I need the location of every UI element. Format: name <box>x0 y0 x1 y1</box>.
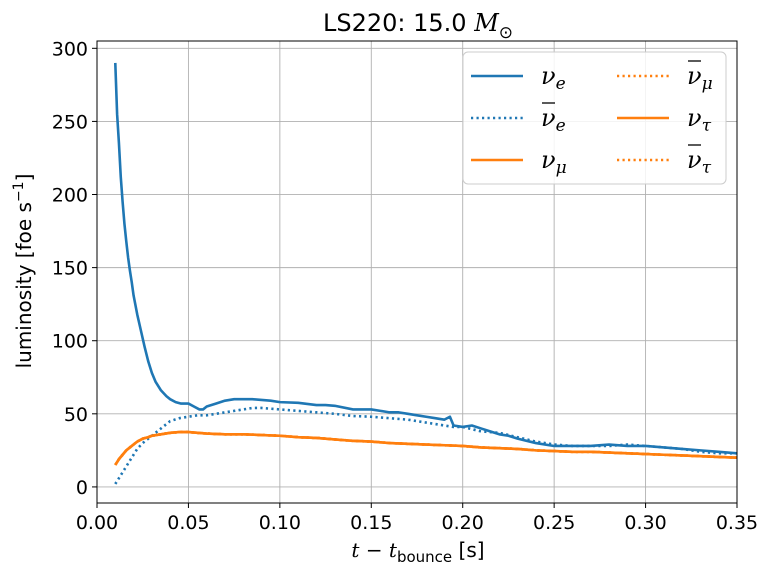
series-line-4 <box>114 430 737 466</box>
y-tick-label: 0 <box>76 477 88 499</box>
y-tick-label: 50 <box>64 404 88 426</box>
x-tick-label: 0.20 <box>442 512 484 534</box>
x-tick-label: 0.15 <box>350 512 392 534</box>
series-line-3 <box>114 430 737 466</box>
x-tick-label: 0.30 <box>624 512 666 534</box>
title-subscript: ⊙ <box>499 23 513 43</box>
x-tick-label: 0.35 <box>716 512 758 534</box>
legend-label: νe <box>541 62 566 94</box>
legend-label: ντ <box>687 104 712 136</box>
ticks: 0.00 0.05 0.10 0.15 0.20 0.25 0.30 0.35 0 50 100 15… <box>52 38 758 534</box>
x-tick-label: 0.10 <box>259 512 301 534</box>
series-lines <box>113 62 737 485</box>
title-symbol: M <box>473 9 500 37</box>
x-axis-label: t − tbounce [s] <box>351 538 484 566</box>
legend-label: νμ <box>687 62 713 94</box>
plot-frame <box>96 40 738 504</box>
chart-title: LS220: 15.0 M⊙ <box>323 9 513 43</box>
title-prefix: LS220: 15.0 <box>323 9 474 37</box>
y-axis-label-main: luminosity [foe s <box>12 202 36 368</box>
y-tick-label: 250 <box>52 111 88 133</box>
legend: νe νe νμ νμ ντ ντ <box>462 51 727 185</box>
y-axis-label: luminosity [foe s−1] <box>11 174 36 369</box>
x-tick-label: 0.25 <box>533 512 575 534</box>
series-line-1 <box>114 406 737 485</box>
y-tick-label: 100 <box>52 331 88 353</box>
legend-label: νμ <box>541 146 567 178</box>
legend-box <box>462 51 727 185</box>
y-tick-label: 300 <box>52 38 88 60</box>
y-tick-label: 200 <box>52 185 88 207</box>
y-tick-label: 150 <box>52 258 88 280</box>
x-tick-label: 0.05 <box>167 512 209 534</box>
series-line-5 <box>114 430 737 466</box>
x-tick-label: 0.00 <box>76 512 118 534</box>
series-line-0 <box>113 62 737 455</box>
legend-label: ντ <box>687 146 712 178</box>
y-axis-label-sup: −1 <box>11 181 27 202</box>
series-line-2 <box>114 430 737 466</box>
x-axis-label-var: t − t <box>351 538 398 562</box>
y-axis-label-suffix: ] <box>12 174 36 182</box>
legend-label: νe <box>541 104 566 136</box>
x-axis-label-suffix: [s] <box>452 538 484 562</box>
x-axis-label-sub: bounce <box>397 548 452 566</box>
